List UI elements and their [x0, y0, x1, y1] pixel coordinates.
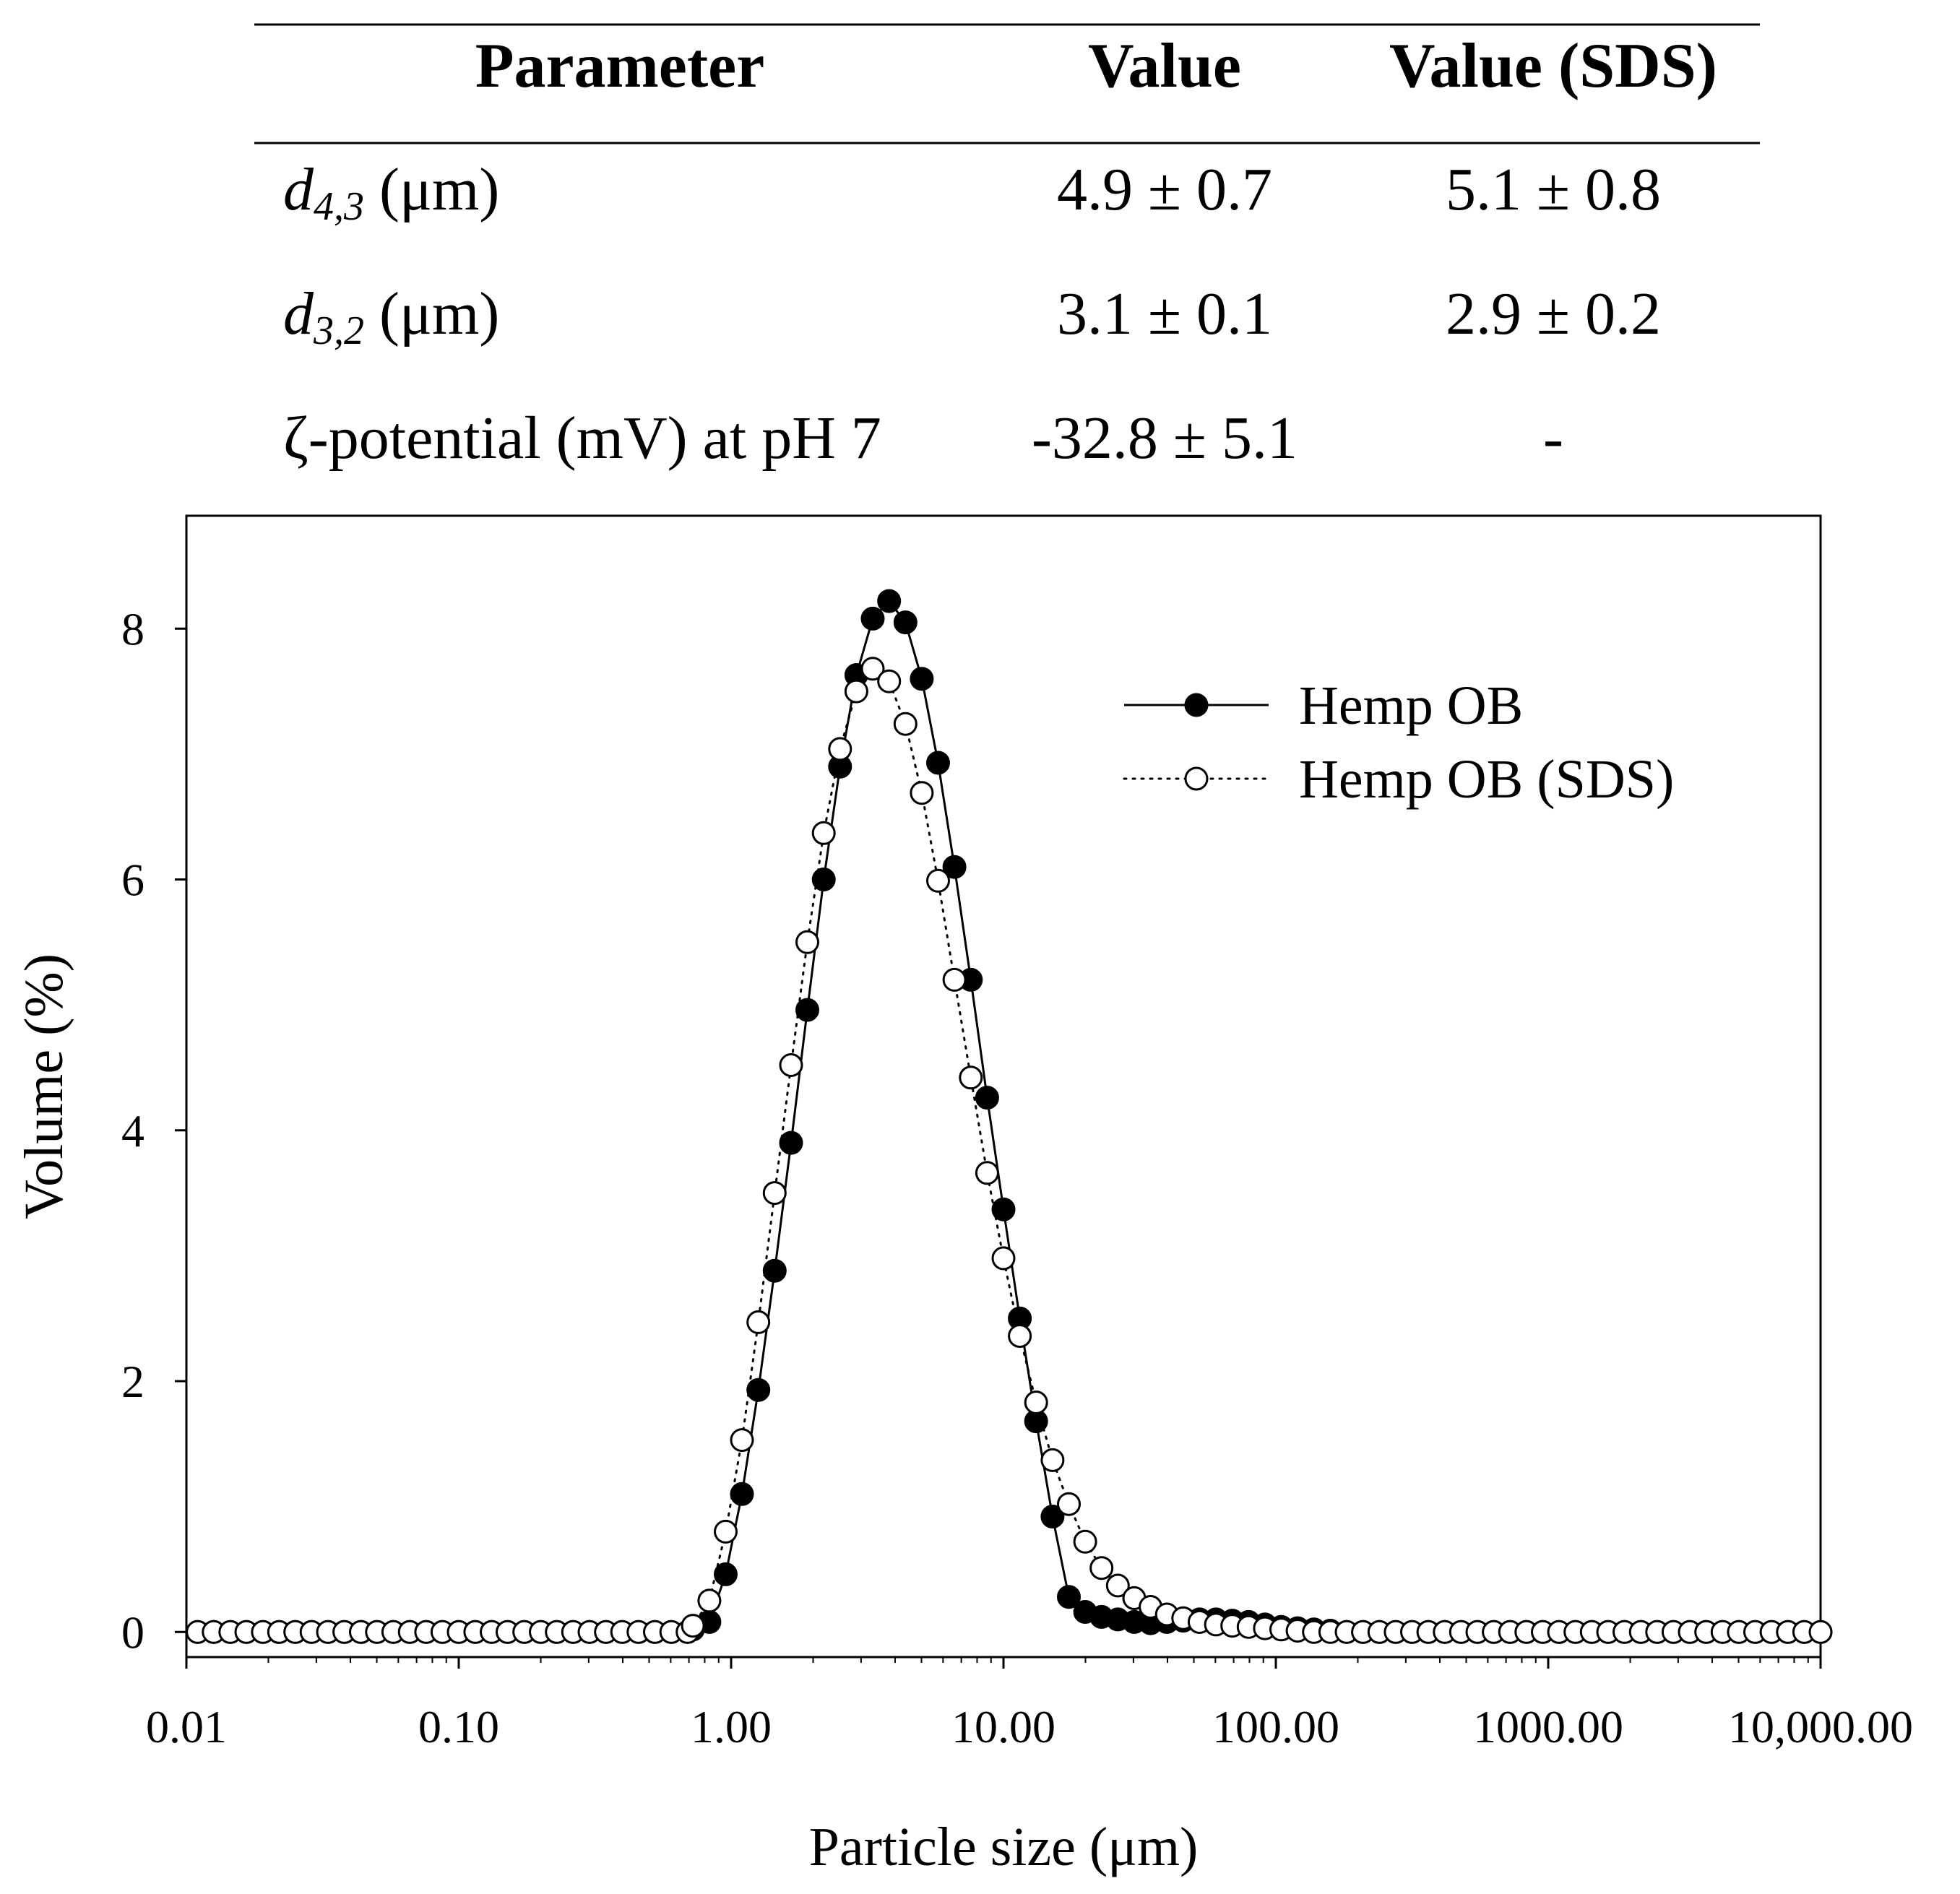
- data-point-hemp-ob: [910, 667, 934, 691]
- data-point-hemp-ob: [762, 1258, 787, 1283]
- y-tick-label: 6: [121, 855, 144, 906]
- series-line-hemp-ob-sds: [197, 667, 1822, 1633]
- data-point-hemp-ob: [795, 998, 819, 1022]
- data-point-hemp-ob: [779, 1130, 803, 1155]
- data-point-hemp-ob-sds: [1057, 1492, 1081, 1516]
- data-point-hemp-ob-sds: [1105, 1573, 1130, 1598]
- data-point-hemp-ob-sds: [942, 967, 967, 992]
- row-d32-value-sds: 2.9 ± 0.2: [1446, 280, 1661, 347]
- data-point-hemp-ob-sds: [844, 679, 868, 704]
- data-point-hemp-ob-sds: [828, 737, 852, 761]
- row-d32-parameter: d3,2 (μm): [283, 280, 499, 353]
- data-point-hemp-ob: [811, 868, 836, 891]
- legend: Hemp OB Hemp OB (SDS): [1123, 675, 1674, 810]
- data-point-hemp-ob-sds: [730, 1428, 754, 1453]
- data-point-hemp-ob-sds: [697, 1588, 722, 1613]
- data-point-hemp-ob: [1040, 1505, 1065, 1528]
- data-point-hemp-ob-sds: [1808, 1620, 1833, 1644]
- x-axis-title: Particle size (μm): [809, 1817, 1199, 1877]
- data-point-hemp-ob: [877, 589, 902, 613]
- x-tick-label: 1000.00: [1473, 1701, 1623, 1752]
- series-markers: [186, 589, 1833, 1644]
- y-tick-label: 4: [121, 1105, 144, 1156]
- row-d32-value: 3.1 ± 0.1: [1057, 280, 1272, 347]
- data-point-hemp-ob: [893, 610, 918, 635]
- header-parameter: Parameter: [475, 31, 765, 101]
- row-zeta-parameter: ζ-potential (mV) at pH 7: [283, 405, 881, 472]
- header-value: Value: [1088, 31, 1241, 101]
- y-tick-label: 2: [121, 1356, 144, 1407]
- y-tick-label: 8: [121, 603, 144, 654]
- data-point-hemp-ob: [860, 606, 885, 631]
- x-tick-label: 0.01: [146, 1701, 227, 1752]
- row-d43-value-sds: 5.1 ± 0.8: [1446, 156, 1661, 223]
- particle-size-chart: 0.01 0.10 1.00 10.00 100.00 1000.00 10,000.00 …: [14, 514, 1913, 1877]
- data-point-hemp-ob-sds: [1024, 1391, 1048, 1414]
- data-point-hemp-ob: [991, 1197, 1016, 1221]
- y-tick-label: 0: [121, 1607, 144, 1658]
- row-d43-parameter: d4,3 (μm): [283, 156, 499, 229]
- x-tick-label: 100.00: [1212, 1701, 1339, 1752]
- data-point-hemp-ob-sds: [1089, 1556, 1114, 1581]
- x-tick-label: 10.00: [951, 1701, 1055, 1752]
- y-axis-title: Volume (%): [14, 954, 74, 1219]
- row-d43-value: 4.9 ± 0.7: [1057, 156, 1272, 223]
- data-point-hemp-ob-sds: [975, 1161, 999, 1185]
- data-point-hemp-ob-sds: [681, 1614, 705, 1638]
- data-point-hemp-ob-sds: [991, 1246, 1016, 1271]
- x-tick-label: 0.10: [418, 1701, 499, 1752]
- data-point-hemp-ob-sds: [1040, 1448, 1065, 1472]
- data-point-hemp-ob-sds: [795, 930, 819, 954]
- data-point-hemp-ob: [1057, 1585, 1081, 1609]
- data-point-hemp-ob-sds: [746, 1310, 771, 1334]
- data-point-hemp-ob-sds: [959, 1065, 983, 1090]
- data-point-hemp-ob-sds: [860, 657, 885, 681]
- data-point-hemp-ob-sds: [714, 1519, 738, 1544]
- data-point-hemp-ob-sds: [910, 781, 934, 805]
- data-point-hemp-ob: [714, 1562, 738, 1586]
- data-point-hemp-ob-sds: [926, 868, 950, 893]
- data-point-hemp-ob-sds: [762, 1181, 787, 1206]
- data-point-hemp-ob-sds: [1073, 1529, 1097, 1554]
- data-point-hemp-ob-sds: [877, 669, 902, 693]
- data-point-hemp-ob-sds: [779, 1053, 803, 1077]
- plot-frame: [185, 514, 1822, 1659]
- data-point-hemp-ob-sds: [811, 821, 836, 845]
- legend-label-hemp-ob-sds: Hemp OB (SDS): [1299, 749, 1674, 810]
- data-point-hemp-ob: [942, 855, 967, 879]
- legend-label-hemp-ob: Hemp OB: [1299, 675, 1523, 736]
- row-zeta-value: -32.8 ± 5.1: [1032, 405, 1298, 472]
- legend-marker-hemp-ob-sds: [1184, 766, 1209, 791]
- data-point-hemp-ob: [926, 751, 950, 775]
- data-point-hemp-ob: [730, 1482, 754, 1506]
- legend-marker-hemp-ob: [1184, 693, 1209, 717]
- parameter-table: Parameter Value Value (SDS) d4,3 (μm) 4.…: [254, 23, 1760, 472]
- x-tick-label: 10,000.00: [1728, 1701, 1913, 1752]
- data-point-hemp-ob-sds: [1008, 1324, 1032, 1348]
- y-axis: 0 2 4 6 8: [121, 603, 186, 1658]
- data-point-hemp-ob: [975, 1086, 999, 1110]
- row-zeta-value-sds: -: [1543, 405, 1563, 472]
- data-point-hemp-ob-sds: [893, 712, 918, 736]
- data-point-hemp-ob: [746, 1378, 771, 1402]
- x-tick-label: 1.00: [691, 1701, 772, 1752]
- x-axis: 0.01 0.10 1.00 10.00 100.00 1000.00 10,000.00: [146, 1657, 1913, 1752]
- header-value-sds: Value (SDS): [1389, 31, 1717, 101]
